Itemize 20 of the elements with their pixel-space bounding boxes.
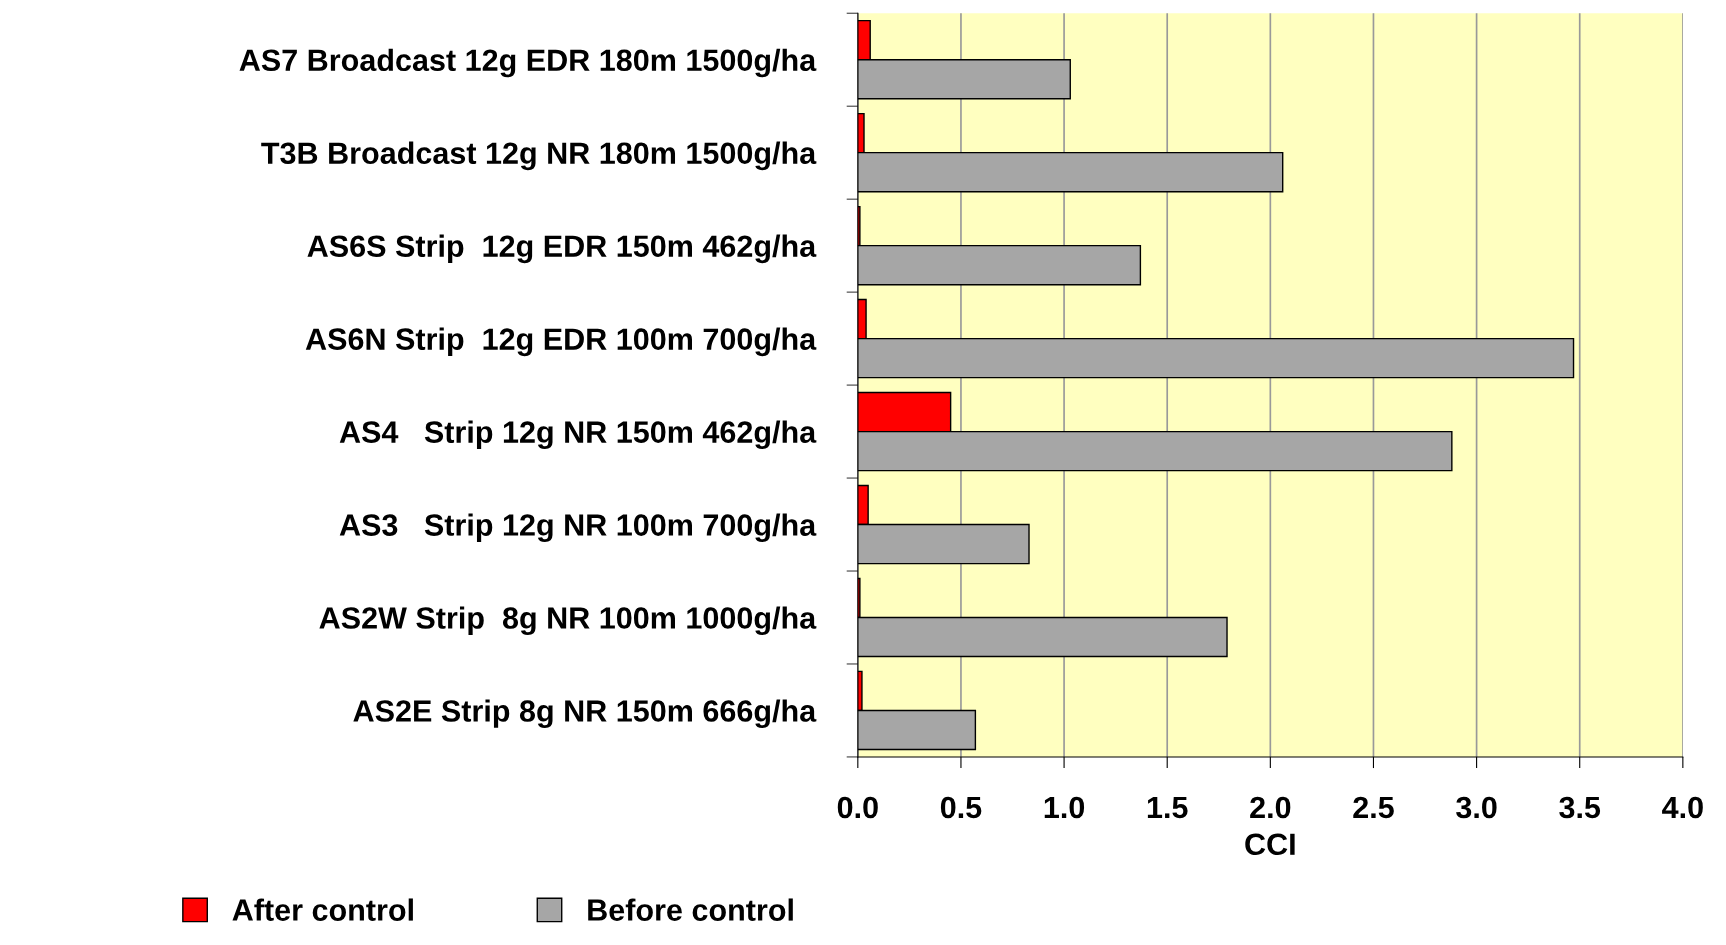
y-tick-label: AS2E Strip 8g NR 150m 666g/ha: [353, 699, 817, 729]
legend-label: Before control: [588, 898, 793, 921]
x-tick-label: 4.0: [1662, 796, 1703, 819]
y-tick-label: AS3 Strip 12g NR 100m 700g/ha: [339, 513, 817, 543]
x-axis-title: CCI: [1245, 833, 1295, 856]
legend-label: After control: [232, 898, 413, 921]
y-tick-label: AS7 Broadcast 12g EDR 180m 1500g/ha: [239, 48, 817, 78]
y-tick-label: AS2W Strip 8g NR 100m 1000g/ha: [319, 606, 817, 636]
x-tick-label: 1.0: [1044, 796, 1085, 819]
x-tick-label: 3.0: [1456, 796, 1497, 819]
x-tick-label: 2.0: [1250, 796, 1291, 819]
y-tick-label: AS6N Strip 12g EDR 100m 700g/ha: [305, 327, 817, 357]
y-tick-label: AS4 Strip 12g NR 150m 462g/ha: [339, 420, 817, 450]
x-tick-label: 0.5: [940, 796, 982, 819]
y-tick-label: AS6S Strip 12g EDR 150m 462g/ha: [307, 234, 817, 264]
x-tick-label: 0.0: [837, 796, 878, 819]
x-tick-label: 3.5: [1559, 796, 1601, 819]
x-tick-label: 2.5: [1353, 796, 1394, 819]
x-tick-label: 1.5: [1147, 796, 1188, 819]
y-tick-label: T3B Broadcast 12g NR 180m 1500g/ha: [261, 141, 817, 171]
